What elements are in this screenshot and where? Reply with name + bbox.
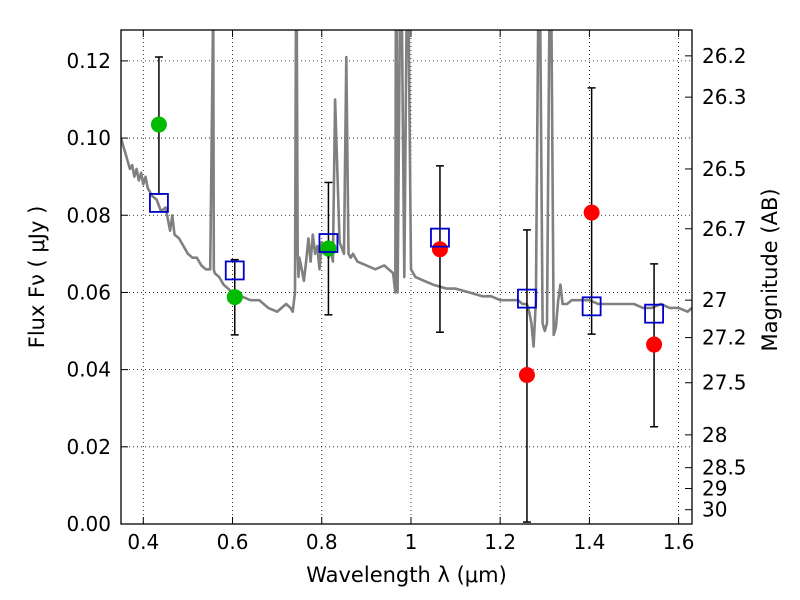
model-bandpass-point xyxy=(149,192,169,213)
plot-frame xyxy=(120,29,693,525)
x-axis-label-text: Wavelength λ (μm) xyxy=(306,563,507,587)
y-tick-label: 0.08 xyxy=(66,203,111,227)
observed-upper-point xyxy=(646,336,663,353)
data-points xyxy=(149,116,664,384)
model-bandpass-point xyxy=(318,233,339,253)
model-bandpass-point xyxy=(430,227,450,248)
x-tick-label: 1.4 xyxy=(573,530,605,554)
observed-upper-point xyxy=(583,204,600,221)
mag-tick-label: 26.5 xyxy=(702,157,747,181)
mag-tick-label: 28 xyxy=(702,423,727,447)
mag-tick-label: 30 xyxy=(702,498,727,522)
model-spectrum xyxy=(121,30,692,348)
spectrum-line xyxy=(121,30,692,348)
y-axis-label: Flux Fν ( μJy ) xyxy=(25,206,49,349)
observed-detection-point xyxy=(150,116,167,133)
axis-ticks: 0.4 0.6 0.8 1 1.2 1.4 1.6 0.00 0.02 0.04 0.06 0.08 0… xyxy=(66,30,747,554)
x-tick-label: 0.6 xyxy=(217,530,249,554)
y-tick-label: 0.04 xyxy=(66,358,111,382)
mag-tick-label: 28.5 xyxy=(702,456,747,480)
y-axis-label-text: Flux Fν ( μJy ) xyxy=(25,206,49,349)
model-bandpass-point xyxy=(224,260,245,281)
model-bandpass-point xyxy=(581,296,602,317)
mag-tick-label: 27.2 xyxy=(702,326,747,350)
x-axis-label: Wavelength λ (μm) xyxy=(306,563,507,587)
model-bandpass-point xyxy=(517,288,537,309)
observed-detection-point xyxy=(226,289,243,306)
y-tick-label: 0.12 xyxy=(66,49,111,73)
x-tick-label: 0.4 xyxy=(127,530,159,554)
mag-tick-label: 27.5 xyxy=(702,371,747,395)
mag-tick-label: 29 xyxy=(702,476,727,500)
x-tick-label: 1.2 xyxy=(484,530,516,554)
y-axis-label-right: Magnitude (AB) xyxy=(758,188,782,351)
mag-tick-label: 26.3 xyxy=(702,85,747,109)
model-bandpass-point xyxy=(644,303,664,324)
mag-tick-label: 27 xyxy=(702,288,727,312)
x-tick-label: 0.8 xyxy=(306,530,338,554)
y-tick-label: 0.02 xyxy=(66,435,111,459)
mag-tick-label: 26.2 xyxy=(702,44,747,68)
y-tick-label: 0.00 xyxy=(66,512,111,536)
mag-tick-label: 26.7 xyxy=(702,217,747,241)
x-tick-label: 1.6 xyxy=(663,530,695,554)
y-tick-label: 0.06 xyxy=(66,280,111,304)
observed-upper-point xyxy=(518,367,535,384)
observed-upper-point xyxy=(431,241,448,258)
x-tick-label: 1 xyxy=(405,530,418,554)
observed-detection-point xyxy=(320,240,337,257)
y-tick-label: 0.10 xyxy=(66,126,111,150)
